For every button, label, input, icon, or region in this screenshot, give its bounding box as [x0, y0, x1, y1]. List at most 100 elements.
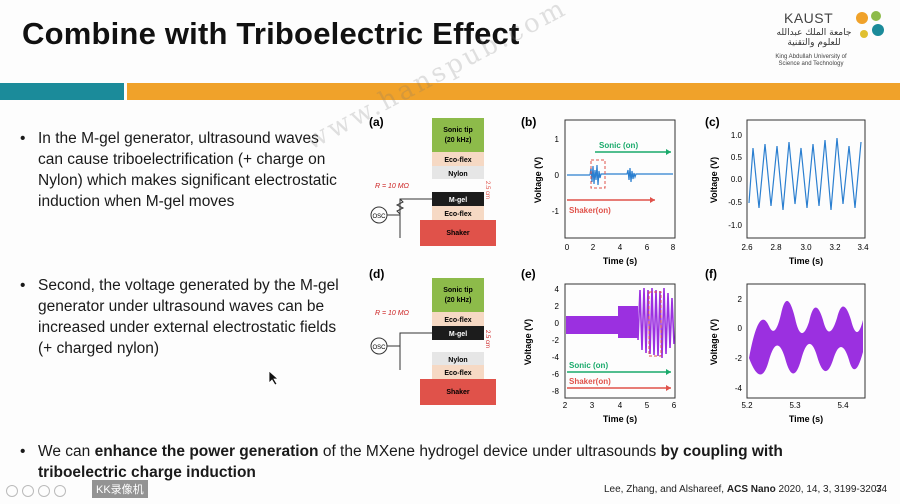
bullet-1-text: In the M-gel generator, ultrasound waves… [38, 130, 337, 210]
header-bar-teal [0, 83, 124, 100]
stack-d-shaker: Shaker [446, 389, 470, 396]
stack-a-mgel: M-gel [449, 197, 467, 204]
plot-e-ytick-4: 4 [555, 285, 560, 294]
plot-b-xtick-0: 0 [565, 243, 570, 252]
bullet-3-text: We can enhance the power generation of t… [38, 443, 783, 481]
plot-b-xtick-8: 8 [671, 243, 676, 252]
bullet-dot: • [20, 130, 26, 147]
plot-e-ylabel: Voltage (V) [523, 319, 533, 365]
bullet-2-text: Second, the voltage generated by the M-g… [38, 277, 339, 357]
panel-label-b: (b) [521, 115, 536, 129]
plot-e-xtick-5: 5 [645, 401, 650, 410]
plot-c-xtick-30: 3.0 [800, 243, 812, 252]
stack-a-shaker: Shaker [446, 230, 470, 237]
plot-c-ytick-neg1: -1.0 [728, 221, 742, 230]
slide-title: Combine with Triboelectric Effect [22, 16, 520, 51]
plot-b-xlabel: Time (s) [603, 256, 637, 266]
stack-d-sonic-line1: Sonic tip [443, 287, 473, 294]
figure: (a) (b) (c) (d) (e) (f) Sonic tip (20 kH… [369, 115, 869, 424]
gap-label-d: 2.5 cm [484, 330, 490, 348]
plot-c: Voltage (V) Time (s) 1.0 0.5 0.0 -0.5 -1… [709, 119, 869, 266]
plot-b-xtick-2: 2 [591, 243, 596, 252]
plot-b-sonic-label: Sonic (on) [599, 141, 638, 150]
stack-a-sonic-line1: Sonic tip [443, 127, 473, 134]
stack-a-ecoflex-bottom: Eco-flex [444, 211, 471, 218]
plot-f-ylabel: Voltage (V) [709, 319, 719, 365]
plot-e-ytick-neg4: -4 [552, 353, 560, 362]
plot-e-ytick-neg6: -6 [552, 370, 560, 379]
plot-e-trace [637, 287, 675, 359]
plot-e-xlabel: Time (s) [603, 414, 637, 424]
plot-b-highlight-box [590, 159, 606, 189]
kaust-emblem-icon [856, 11, 884, 38]
plot-f-ytick-0: 0 [738, 324, 743, 333]
presentation-controls[interactable] [6, 484, 70, 502]
plot-f-xtick-52: 5.2 [741, 401, 753, 410]
plot-b-ytick-1: 1 [555, 135, 560, 144]
plot-c-xtick-26: 2.6 [741, 243, 753, 252]
plot-b-xtick-6: 6 [645, 243, 650, 252]
osc-label-a: OSC [372, 214, 386, 220]
mouse-cursor-icon [268, 370, 280, 386]
plot-e-ytick-0: 0 [555, 319, 560, 328]
device-stack-d: Sonic tip (20 kHz) Eco-flex M-gel Nylon … [370, 278, 496, 405]
panel-label-a: (a) [369, 115, 384, 129]
plot-f-xtick-54: 5.4 [837, 401, 849, 410]
plot-e-shaker-label: Shaker(on) [569, 377, 611, 386]
panel-label-e: (e) [521, 267, 536, 281]
plot-e-band-2 [618, 306, 638, 338]
citation: Lee, Zhang, and Alshareef, ACS Nano 2020… [604, 484, 882, 495]
recorder-watermark: KK录像机 [92, 480, 148, 498]
zoom-icon[interactable] [54, 485, 66, 497]
osc-label-d: OSC [372, 345, 386, 351]
plot-b-ytick-neg1: -1 [552, 207, 560, 216]
menu-icon[interactable] [38, 485, 50, 497]
stack-d-sonic-line2: (20 kHz) [445, 297, 472, 304]
stack-a-ecoflex-top: Eco-flex [444, 157, 471, 164]
header-bar-orange [127, 83, 900, 100]
plot-b-ylabel: Voltage (V) [533, 157, 543, 203]
stack-a-sonic-line2: (20 kHz) [445, 137, 472, 144]
panel-label-f: (f) [705, 267, 717, 281]
plot-e-ytick-neg2: -2 [552, 336, 560, 345]
plot-e-highlight-box [648, 291, 662, 357]
stack-d-mgel: M-gel [449, 331, 467, 338]
plot-c-ytick-neg05: -0.5 [728, 198, 742, 207]
plot-e-ytick-neg8: -8 [552, 387, 560, 396]
plot-f-xtick-53: 5.3 [789, 401, 801, 410]
stack-a-nylon: Nylon [448, 171, 467, 178]
plot-f-ytick-2: 2 [738, 295, 743, 304]
panel-label-c: (c) [705, 115, 720, 129]
logo-english: King Abdullah University of Science and T… [775, 54, 847, 67]
prev-slide-icon[interactable] [6, 485, 18, 497]
plot-b-ytick-0: 0 [555, 171, 560, 180]
plot-e-xtick-4: 4 [618, 401, 623, 410]
plot-c-ytick-1: 1.0 [731, 131, 743, 140]
logo-arabic: جامعة الملك عبدالله للعلوم والتقنية [776, 28, 852, 48]
plot-e-sonic-label: Sonic (on) [569, 361, 608, 370]
device-stack-a: Sonic tip (20 kHz) Eco-flex Nylon M-gel … [370, 118, 496, 246]
plot-b-shaker-label: Shaker(on) [569, 206, 611, 215]
resistor-label-a: R = 10 MΩ [375, 183, 410, 190]
plot-e-xtick-3: 3 [590, 401, 595, 410]
stack-d-nylon: Nylon [448, 357, 467, 364]
plot-e-ytick-2: 2 [555, 302, 560, 311]
plot-b-trace [567, 164, 673, 186]
logo-name: KAUST [784, 10, 834, 26]
plot-e-xtick-6: 6 [672, 401, 677, 410]
bullet-dot: • [20, 443, 26, 460]
plot-e: Voltage (V) Time (s) 4 2 0 -2 -4 -6 -8 2… [523, 283, 677, 424]
stack-d-ecoflex-top: Eco-flex [444, 317, 471, 324]
plot-c-xtick-28: 2.8 [770, 243, 782, 252]
stack-d-ecoflex-bottom: Eco-flex [444, 370, 471, 377]
plot-f: Voltage (V) Time (s) 2 0 -2 -4 5.2 5.3 5… [709, 283, 866, 424]
kaust-logo: KAUST جامعة الملك عبدالله للعلوم والتقني… [730, 4, 894, 74]
gap-label-a: 2.5 cm [484, 181, 490, 199]
plot-c-xlabel: Time (s) [789, 256, 823, 266]
next-slide-icon[interactable] [22, 485, 34, 497]
plot-f-ytick-neg4: -4 [735, 384, 743, 393]
plot-b: Voltage (V) Time (s) 1 0 -1 0 2 4 6 8 So… [533, 119, 676, 266]
slide-number: 34 [876, 484, 888, 495]
plot-e-xtick-2: 2 [563, 401, 568, 410]
plot-f-envelope [749, 300, 863, 375]
